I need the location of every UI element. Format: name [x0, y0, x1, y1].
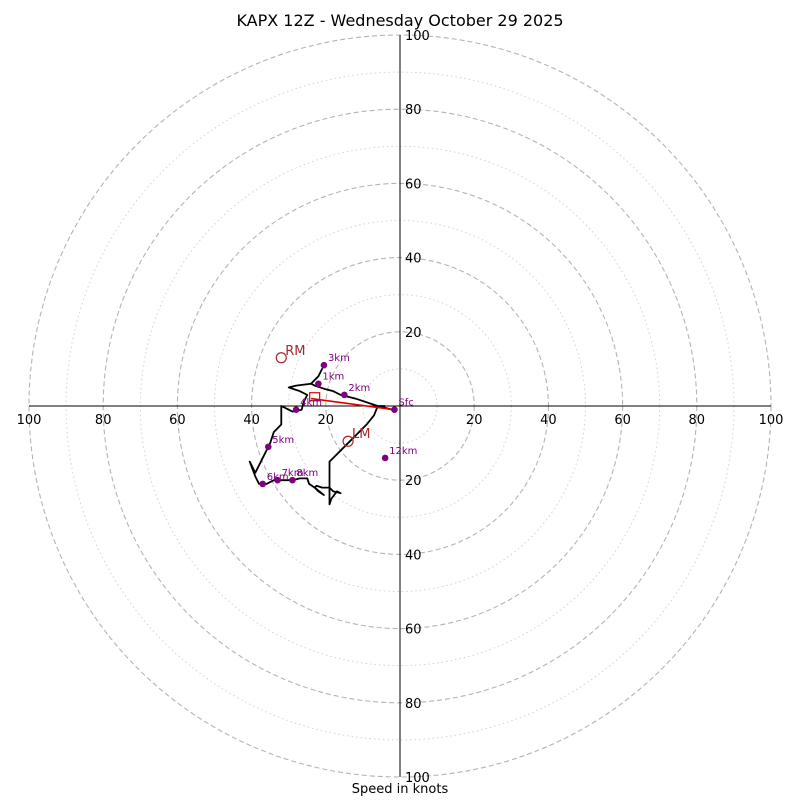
x-tick-label: 20	[318, 413, 335, 428]
height-marker-label: 7km	[282, 468, 304, 479]
y-tick-label: 80	[405, 103, 422, 118]
y-tick-label: 40	[405, 548, 422, 563]
mean-wind-marker	[309, 392, 321, 402]
x-tick-label: 20	[466, 413, 483, 428]
height-marker-dot	[320, 361, 328, 369]
height-marker-label: Sfc	[398, 398, 413, 409]
height-marker-label: 8km	[296, 468, 318, 479]
height-marker-dot	[381, 454, 389, 462]
height-marker-dot	[289, 476, 296, 484]
hodograph-trace	[248, 367, 393, 506]
height-marker-label: 2km	[348, 383, 370, 394]
y-tick-label: 20	[405, 474, 422, 489]
height-marker-label: 12km	[389, 446, 417, 457]
height-marker-label: 4km	[300, 398, 322, 409]
y-tick-label: 40	[405, 252, 422, 267]
height-marker-dot	[341, 391, 348, 399]
shear-vector	[309, 392, 395, 411]
height-marker-dot	[264, 443, 272, 451]
x-tick-label: 40	[540, 413, 557, 428]
y-tick-label: 100	[405, 29, 430, 44]
shear-line	[310, 397, 395, 411]
height-marker-label: 1km	[322, 372, 344, 383]
x-tick-label: 60	[614, 413, 631, 428]
lm-label: LM	[352, 427, 370, 442]
height-marker-dot	[259, 480, 267, 488]
x-tick-label: 80	[95, 413, 112, 428]
y-tick-label: 20	[405, 326, 422, 341]
y-tick-label: 60	[405, 623, 422, 638]
rm-marker	[275, 352, 287, 364]
x-tick-label: 60	[169, 413, 186, 428]
y-tick-label: 100	[405, 771, 430, 786]
height-marker-dot	[391, 406, 398, 414]
x-tick-label: 40	[243, 413, 260, 428]
y-tick-label: 80	[405, 697, 422, 712]
vertical-tick-labels: 100 80 60 40 20 20 40 60 80 100	[405, 29, 430, 786]
lm-marker	[342, 435, 354, 447]
storm-motion-markers: RM LM	[275, 344, 371, 447]
rm-label: RM	[285, 344, 305, 359]
x-axis-label: Speed in knots	[351, 782, 449, 797]
height-marker-dot	[315, 380, 322, 388]
height-markers: Sfc1km2km3km4km5km6km7km8km12km	[259, 353, 417, 488]
chart-title: KAPX 12Z - Wednesday October 29 2025	[236, 11, 564, 30]
x-tick-label: 100	[759, 413, 784, 428]
x-tick-label: 100	[17, 413, 42, 428]
x-tick-label: 80	[689, 413, 706, 428]
horizontal-tick-labels: 100 80 60 40 20 20 40 60 80 100	[17, 413, 784, 428]
height-marker-dot	[292, 406, 300, 414]
y-tick-label: 60	[405, 177, 422, 192]
height-marker-dot	[274, 476, 281, 484]
height-marker-label: 5km	[272, 435, 294, 446]
height-marker-label: 3km	[328, 353, 350, 364]
